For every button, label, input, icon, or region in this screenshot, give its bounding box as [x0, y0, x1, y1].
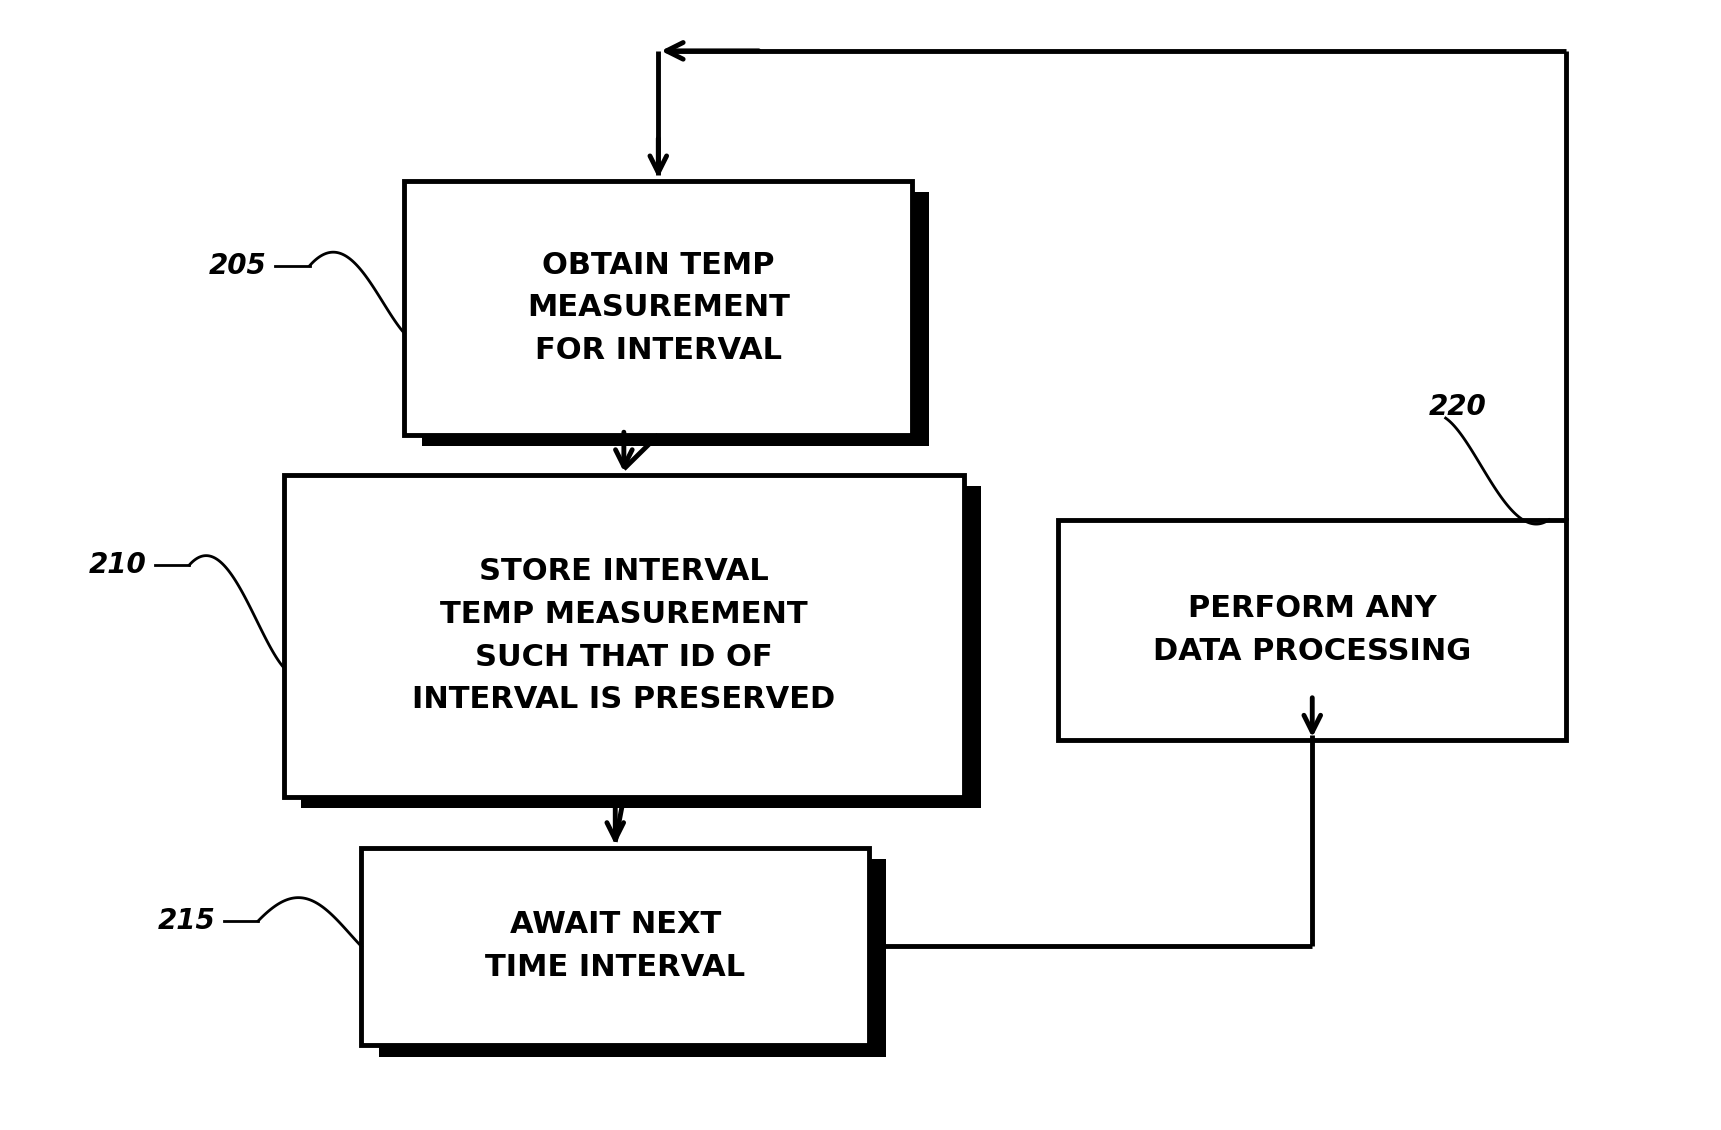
Bar: [404, 181, 912, 435]
Bar: [301, 486, 981, 808]
Text: OBTAIN TEMP
MEASUREMENT
FOR INTERVAL: OBTAIN TEMP MEASUREMENT FOR INTERVAL: [527, 251, 790, 365]
Bar: [284, 475, 964, 797]
Text: STORE INTERVAL
TEMP MEASUREMENT
SUCH THAT ID OF
INTERVAL IS PRESERVED: STORE INTERVAL TEMP MEASUREMENT SUCH THA…: [413, 557, 835, 714]
Text: 210: 210: [88, 551, 146, 579]
Text: 205: 205: [208, 252, 267, 279]
Bar: [361, 848, 869, 1045]
Bar: [1058, 520, 1566, 740]
Text: AWAIT NEXT
TIME INTERVAL: AWAIT NEXT TIME INTERVAL: [485, 911, 745, 982]
Text: 220: 220: [1428, 393, 1487, 420]
Bar: [422, 192, 929, 446]
Text: PERFORM ANY
DATA PROCESSING: PERFORM ANY DATA PROCESSING: [1153, 594, 1471, 666]
Text: 215: 215: [157, 907, 215, 935]
Bar: [379, 859, 886, 1057]
